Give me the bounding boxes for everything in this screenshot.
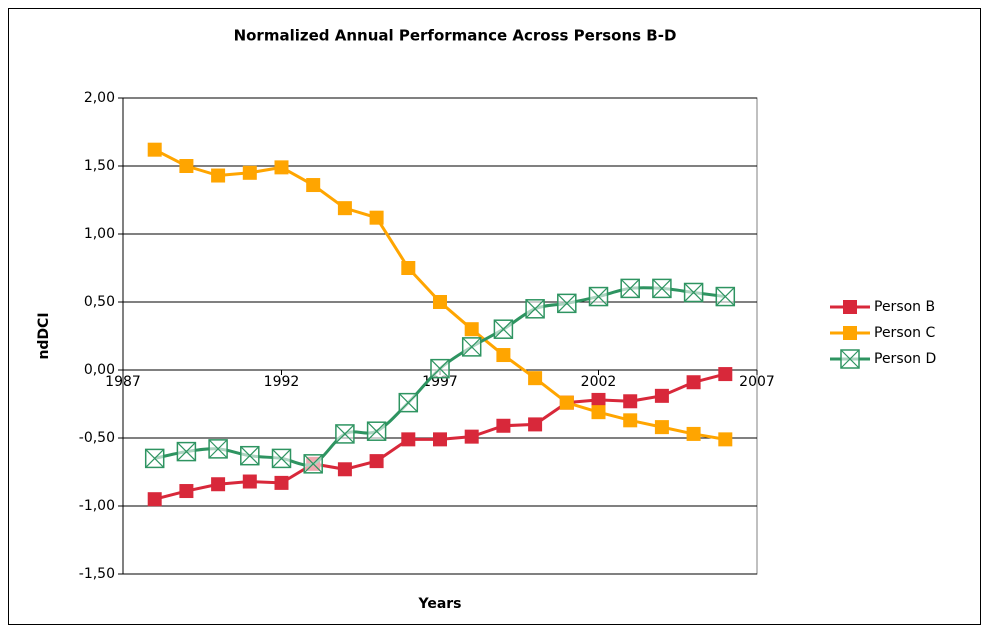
marker: [528, 371, 543, 386]
marker-part: [176, 442, 196, 462]
marker-part: [589, 287, 608, 306]
marker: [144, 448, 165, 469]
y-tick-label: 0,00: [84, 362, 115, 378]
marker: [686, 375, 701, 390]
marker: [559, 395, 574, 410]
marker: [654, 420, 669, 435]
marker-part: [430, 359, 450, 379]
x-tick-label: 1987: [105, 374, 141, 390]
marker: [464, 322, 479, 337]
marker: [303, 454, 323, 474]
y-tick-label: -1,50: [79, 566, 115, 582]
marker-part: [684, 283, 704, 302]
marker: [464, 429, 479, 444]
marker-part: [303, 454, 323, 474]
marker: [337, 201, 352, 216]
marker: [271, 448, 292, 469]
marker: [401, 432, 416, 447]
y-tick-label: -0,50: [79, 430, 115, 446]
marker: [496, 348, 511, 363]
legend-label: Person C: [874, 325, 935, 341]
marker: [715, 286, 736, 307]
marker: [683, 282, 704, 303]
marker-part: [240, 446, 260, 466]
marker: [557, 293, 577, 314]
marker: [335, 424, 355, 444]
marker: [430, 358, 450, 379]
marker-part: [493, 319, 513, 339]
marker-part: [145, 448, 165, 468]
marker-part: [715, 287, 735, 306]
marker: [718, 432, 733, 447]
marker-part: [335, 424, 355, 444]
chart-title: Normalized Annual Performance Across Per…: [234, 27, 677, 45]
marker: [496, 418, 511, 433]
y-axis-label: ndDCI: [36, 312, 52, 359]
marker: [242, 165, 257, 180]
y-tick-label: 0,50: [84, 294, 115, 310]
marker: [398, 392, 419, 413]
marker: [433, 432, 447, 447]
marker: [623, 394, 638, 409]
marker: [493, 319, 514, 339]
plot-area: [122, 97, 758, 575]
marker-part: [840, 349, 860, 369]
marker: [176, 441, 197, 462]
marker: [620, 278, 640, 299]
marker: [652, 278, 672, 299]
x-tick-label: 2002: [581, 374, 617, 390]
marker-part: [367, 421, 387, 441]
marker: [369, 210, 384, 225]
marker: [654, 388, 669, 403]
x-axis-label: Years: [417, 596, 461, 612]
marker: [528, 417, 543, 432]
marker: [401, 261, 416, 275]
marker: [591, 392, 606, 407]
marker: [623, 413, 638, 428]
y-tick-label: 2,00: [84, 90, 115, 106]
legend-marker: [840, 349, 860, 369]
marker: [240, 445, 260, 466]
y-tick-label: -1,00: [79, 498, 115, 514]
y-tick-label: 1,00: [84, 226, 115, 242]
legend-label: Person B: [874, 299, 935, 315]
marker: [461, 337, 482, 357]
marker: [147, 492, 162, 507]
marker: [147, 142, 162, 157]
legend-marker: [843, 300, 857, 314]
marker: [211, 168, 226, 183]
marker: [274, 160, 289, 175]
legend-label: Person D: [874, 351, 936, 367]
marker: [208, 439, 228, 459]
marker: [369, 454, 384, 469]
legend-marker: [843, 326, 857, 340]
marker: [306, 178, 321, 193]
marker: [588, 286, 609, 307]
marker: [274, 475, 289, 490]
x-tick-label: 2007: [739, 374, 775, 390]
marker-part: [652, 278, 672, 298]
marker-part: [398, 393, 418, 413]
marker-part: [557, 293, 577, 313]
marker: [433, 295, 447, 309]
marker-part: [462, 337, 482, 357]
marker-part: [525, 299, 545, 319]
marker: [211, 477, 226, 492]
marker: [179, 484, 194, 499]
marker-part: [272, 448, 291, 468]
x-tick-label: 1992: [264, 374, 300, 390]
marker: [686, 426, 701, 441]
marker: [591, 405, 606, 420]
marker: [179, 159, 194, 173]
marker: [337, 462, 352, 477]
marker: [525, 299, 545, 319]
marker: [366, 421, 387, 441]
marker-part: [208, 439, 228, 459]
marker: [718, 367, 733, 382]
y-tick-label: 1,50: [84, 158, 115, 174]
marker-part: [620, 278, 640, 298]
marker: [242, 474, 257, 489]
